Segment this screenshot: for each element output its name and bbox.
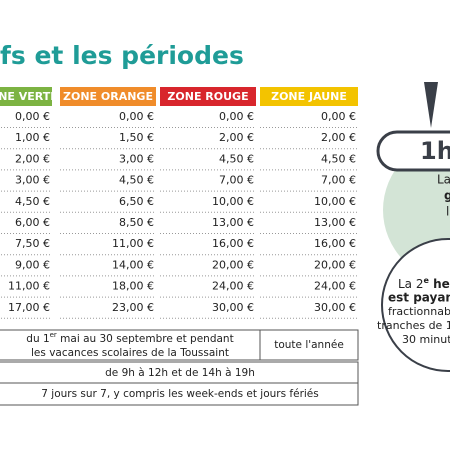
cell: 13,00 €: [314, 216, 356, 229]
cell: 2,00 €: [219, 131, 254, 144]
cell: 3,00 €: [15, 174, 50, 187]
days-box: [0, 382, 359, 406]
cell: 4,50 €: [119, 174, 154, 187]
cell: 6,00 €: [15, 216, 50, 229]
green-text: La: [437, 173, 450, 187]
cell: 10,00 €: [314, 195, 356, 208]
white-line: tranches de 1: [377, 319, 450, 332]
header-text: ZONE ORANGE: [63, 90, 153, 103]
cell: 20,00 €: [212, 258, 254, 271]
cell: 4,50 €: [219, 152, 254, 165]
period-box: [0, 329, 359, 361]
hours: de 9h à 12h et de 14h à 19h: [105, 367, 255, 379]
header-text: ZONE JAUNE: [271, 90, 347, 103]
cell: 6,50 €: [119, 195, 154, 208]
cell: 11,00 €: [112, 237, 154, 250]
cell: 4,50 €: [321, 152, 356, 165]
header-text: NE VERTE: [0, 90, 58, 103]
cell: 2,00 €: [321, 131, 356, 144]
cell: 0,00 €: [15, 110, 50, 123]
cell: 0,00 €: [119, 110, 154, 123]
header-cell: [0, 87, 52, 106]
cell: 1,00 €: [15, 131, 50, 144]
green-text: l: [446, 205, 449, 219]
cell: 24,00 €: [314, 280, 356, 293]
cell: 16,00 €: [314, 237, 356, 250]
cell: 14,00 €: [112, 258, 154, 271]
cell: 0,00 €: [321, 110, 356, 123]
cell: 20,00 €: [314, 258, 356, 271]
header-cell: [160, 87, 256, 106]
cell: 8,50 €: [119, 216, 154, 229]
white-line: est payan: [388, 291, 450, 305]
seasonal-line2: les vacances scolaires de la Toussaint: [31, 347, 229, 359]
days: 7 jours sur 7, y compris les week-ends e…: [41, 388, 318, 400]
cell: 13,00 €: [212, 216, 254, 229]
white-line: 30 minut: [402, 333, 450, 346]
cell: 30,00 €: [212, 301, 254, 314]
cell: 3,00 €: [119, 152, 154, 165]
cell: 16,00 €: [212, 237, 254, 250]
seasonal-line1: du 1er mai au 30 septembre et pendant: [26, 331, 233, 345]
cell: 1,50 €: [119, 131, 154, 144]
cell: 7,00 €: [219, 174, 254, 187]
cell: 4,50 €: [15, 195, 50, 208]
cell: 7,00 €: [321, 174, 356, 187]
cell: 9,00 €: [15, 258, 50, 271]
cell: 0,00 €: [219, 110, 254, 123]
badge: [376, 130, 450, 172]
green-text: g: [444, 189, 450, 203]
white-circle: [381, 238, 450, 372]
cell: 24,00 €: [212, 280, 254, 293]
cell: 30,00 €: [314, 301, 356, 314]
cell: 17,00 €: [8, 301, 50, 314]
cell: 18,00 €: [112, 280, 154, 293]
pointer: [424, 82, 438, 128]
header-text: ZONE ROUGE: [167, 90, 248, 103]
all-year: toute l'année: [274, 339, 344, 351]
badge-text: 1h: [420, 137, 450, 165]
header-cell: [260, 87, 358, 106]
white-line: fractionnab: [388, 305, 450, 318]
title: fs et les périodes: [0, 41, 244, 70]
cell: 2,00 €: [15, 152, 50, 165]
cell: 11,00 €: [8, 280, 50, 293]
header-cell: [60, 87, 156, 106]
cell: 23,00 €: [112, 301, 154, 314]
cell: 10,00 €: [212, 195, 254, 208]
white-line: La 2e heu: [398, 276, 450, 291]
cell: 7,50 €: [15, 237, 50, 250]
